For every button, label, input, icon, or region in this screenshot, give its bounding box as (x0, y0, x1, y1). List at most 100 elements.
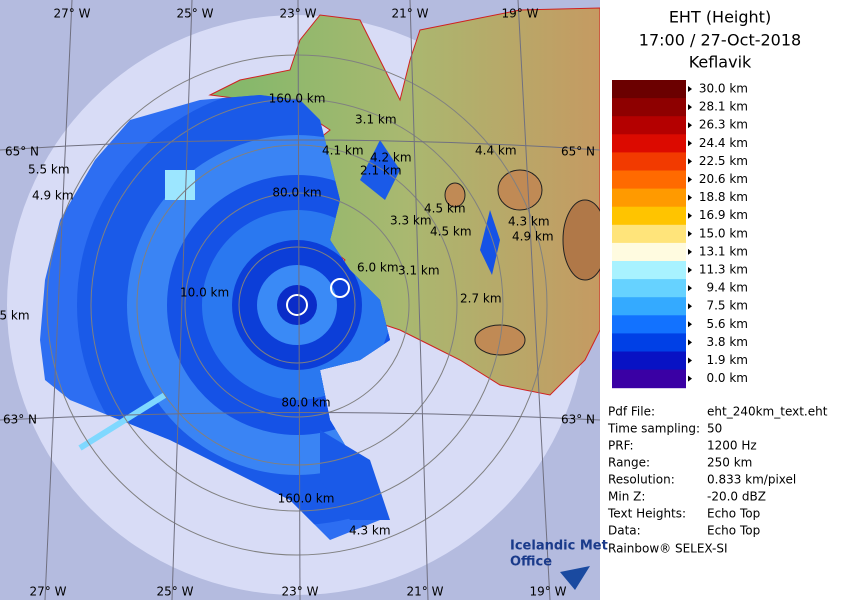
legend-label: 18.8 km (699, 190, 748, 204)
station: Keflavik (689, 53, 752, 72)
legend-label: 1.9 km (706, 353, 748, 367)
legend-swatch (612, 315, 686, 334)
height-labels: 3.1 km (398, 264, 440, 278)
lon-top: 23° W (280, 7, 317, 21)
legend-swatch (612, 333, 686, 352)
radar-site (330, 278, 350, 298)
credit: Rainbow® SELEX-SI (608, 542, 728, 556)
lon-bottom: 19° W (530, 585, 567, 599)
lon-bottom: 23° W (282, 585, 319, 599)
lat-right: 65° N (561, 145, 595, 159)
lon-top: 27° W (54, 7, 91, 21)
legend-label: 9.4 km (706, 281, 748, 295)
logo-text: Icelandic Met (510, 539, 608, 554)
legend-tick (688, 321, 692, 328)
info-value: 1200 Hz (707, 439, 757, 453)
radar-site (286, 294, 308, 316)
ring-labels: 80.0 km (281, 396, 330, 410)
legend-label: 24.4 km (699, 136, 748, 150)
height-labels: 5.5 km (0, 309, 30, 323)
ring-labels: 80.0 km (272, 186, 321, 200)
info-value: Echo Top (707, 524, 760, 538)
legend-tick (688, 339, 692, 346)
height-labels: 4.4 km (475, 144, 517, 158)
legend-swatch (612, 152, 686, 171)
legend-label: 0.0 km (706, 371, 748, 385)
legend-swatch (612, 188, 686, 208)
info-value: 250 km (707, 456, 752, 470)
legend-tick (688, 194, 692, 201)
echo-spoke (78, 392, 167, 451)
height-labels: 4.9 km (32, 189, 74, 203)
legend-label: 20.6 km (699, 172, 748, 186)
legend-swatch (612, 369, 686, 389)
legend-label: 11.3 km (699, 263, 748, 277)
lon-bottom: 25° W (157, 585, 194, 599)
glacier (562, 199, 600, 281)
legend-label: 16.9 km (699, 208, 748, 222)
height-labels: 4.3 km (349, 524, 391, 538)
lon-top: 19° W (502, 7, 539, 21)
height-labels: 4.3 km (508, 215, 550, 229)
legend-tick (688, 122, 692, 129)
ring-labels: 160.0 km (278, 492, 335, 506)
range-rings (46, 54, 548, 556)
info-value: Echo Top (707, 507, 760, 521)
legend-tick (688, 158, 692, 165)
info-key: Pdf File: (608, 405, 655, 419)
lon-top: 21° W (392, 7, 429, 21)
legend-tick (688, 375, 692, 382)
info-key: PRF: (608, 439, 634, 453)
info-key: Resolution: (608, 473, 675, 487)
info-key: Text Heights: (607, 507, 686, 521)
height-labels: 4.1 km (322, 144, 364, 158)
echo-patch (320, 430, 390, 520)
height-labels: 2.1 km (360, 164, 402, 178)
logo-mark (560, 566, 590, 590)
height-labels: 3.3 km (390, 214, 432, 228)
legend-tick (688, 86, 692, 92)
lon-top: 25° W (177, 7, 214, 21)
height-labels: 10.0 km (180, 286, 229, 300)
legend-label: 26.3 km (699, 118, 748, 132)
legend-swatch (612, 297, 686, 316)
height-labels: 4.5 km (424, 202, 466, 216)
logo-text: Office (510, 555, 552, 570)
legend-swatch (612, 279, 686, 298)
legend-tick (688, 248, 692, 255)
echo-patch (480, 210, 500, 275)
glacier (497, 169, 543, 211)
height-labels: 4.9 km (512, 230, 554, 244)
legend-label: 15.0 km (699, 226, 748, 240)
legend-swatch (612, 242, 686, 262)
legend-label: 28.1 km (699, 100, 748, 114)
legend-tick (688, 285, 692, 292)
echo-patch (165, 170, 195, 200)
legend-swatch (612, 261, 686, 280)
glacier (444, 182, 466, 208)
info-key: Data: (608, 524, 641, 538)
height-labels: 6.0 km (357, 261, 399, 275)
legend-label: 3.8 km (706, 335, 748, 349)
height-labels: 4.5 km (430, 225, 472, 239)
legend-swatch (612, 170, 686, 190)
legend-tick (688, 357, 692, 364)
lon-bottom: 27° W (30, 585, 67, 599)
legend-swatch (612, 116, 686, 135)
lat-left: 63° N (3, 413, 37, 427)
info-value: 0.833 km/pixel (707, 473, 796, 487)
info-value: eht_240km_text.eht (707, 405, 828, 419)
info-key: Time sampling: (607, 422, 700, 436)
legend-label: 30.0 km (699, 82, 748, 96)
legend-swatch (612, 224, 686, 244)
legend-swatch (612, 80, 686, 99)
graticule (0, 0, 600, 600)
legend-swatch (612, 351, 686, 371)
legend-label: 22.5 km (699, 154, 748, 168)
legend-label: 7.5 km (706, 299, 748, 313)
legend-tick (688, 104, 692, 111)
height-labels: 4.2 km (370, 151, 412, 165)
legend-label: 13.1 km (699, 244, 748, 258)
legend-swatch (612, 134, 686, 153)
